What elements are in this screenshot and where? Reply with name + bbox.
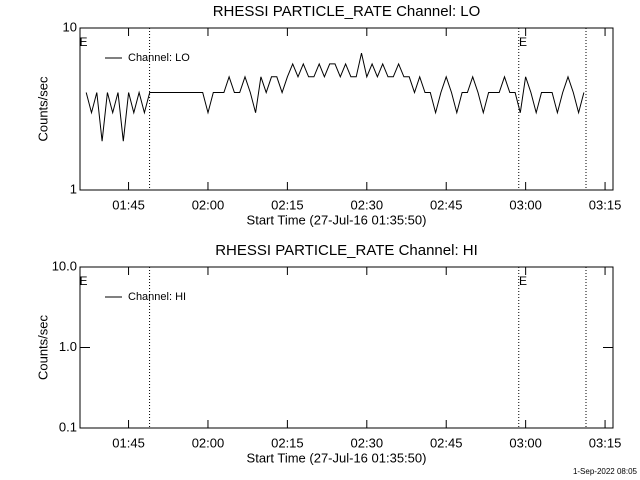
event-label: E [519,35,527,49]
y-tick-label: 0.1 [59,419,77,434]
legend-label: Channel: LO [128,52,190,64]
event-label: E [80,274,88,288]
x-axis-label: Start Time (27-Jul-16 01:35:50) [247,450,427,465]
x-tick-label: 02:00 [192,197,225,212]
footer: 1-Sep-2022 08:05 [573,467,638,476]
y-tick-label: 1 [70,181,77,196]
x-tick-label: 03:15 [589,197,622,212]
plot-frame [79,27,614,191]
x-tick-label: 03:00 [509,435,542,450]
event-label: E [519,274,527,288]
y-tick-label: 10 [63,19,77,34]
y-tick-label: 1.0 [59,339,77,354]
y-tick-label: 10.0 [52,258,77,273]
x-tick-label: 02:00 [192,435,225,450]
y-axis-label: Counts/sec [35,314,50,380]
event-label: E [80,35,88,49]
x-tick-label: 02:15 [271,197,304,212]
x-tick-label: 01:45 [112,435,145,450]
x-tick-label: 02:30 [351,197,384,212]
x-tick-label: 03:00 [509,197,542,212]
x-tick-label: 01:45 [112,197,145,212]
chart-title: RHESSI PARTICLE_RATE Channel: HI [215,242,478,259]
chart-title: RHESSI PARTICLE_RATE Channel: LO [213,3,481,20]
data-line [85,52,585,142]
y-axis-label: Counts/sec [35,76,50,142]
legend-label: Channel: HI [128,291,186,303]
x-tick-label: 03:15 [589,435,622,450]
x-tick-label: 02:30 [351,435,384,450]
x-tick-label: 02:45 [430,197,463,212]
x-tick-label: 02:45 [430,435,463,450]
x-axis-label: Start Time (27-Jul-16 01:35:50) [247,212,427,227]
x-tick-label: 02:15 [271,435,304,450]
